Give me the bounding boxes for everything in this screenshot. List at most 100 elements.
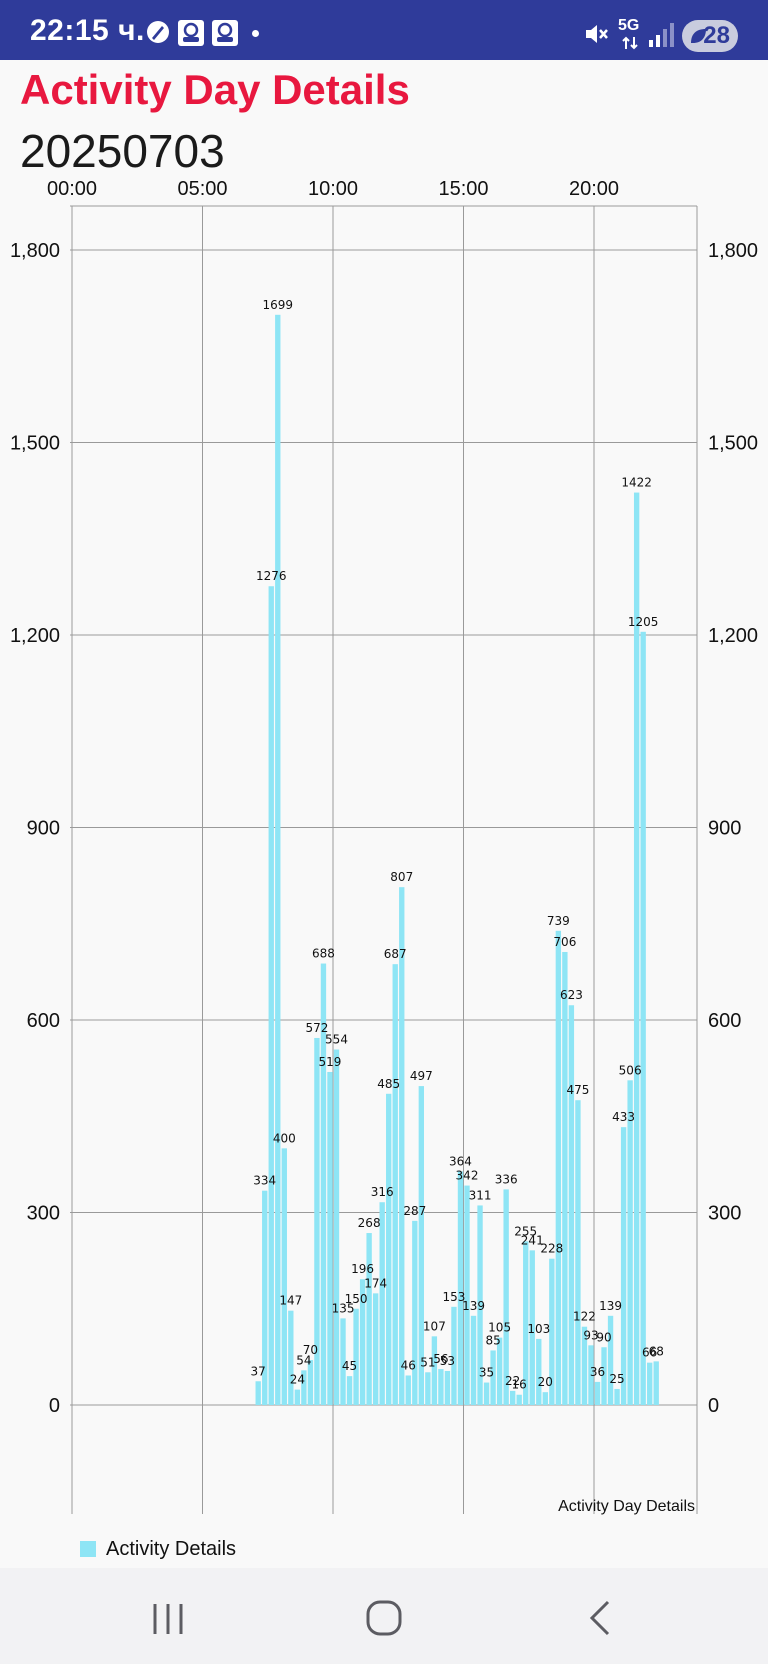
chart-bar — [555, 930, 562, 1405]
chart-bar — [340, 1318, 346, 1405]
recent-apps-button[interactable] — [138, 1588, 198, 1648]
bar-value-label: 103 — [527, 1322, 550, 1336]
chart-bar — [405, 1375, 411, 1405]
chart-bar — [568, 1005, 575, 1405]
y-tick-label-left: 1,200 — [10, 625, 60, 647]
y-tick-label-right: 1,200 — [708, 625, 758, 647]
bar-value-label: 56 — [433, 1352, 448, 1366]
bar-value-label: 485 — [377, 1077, 400, 1091]
chart-bar — [327, 1071, 333, 1405]
bar-value-label: 433 — [612, 1110, 635, 1124]
chart-bar — [627, 1080, 633, 1405]
bar-value-label: 150 — [345, 1292, 368, 1306]
chart-bar — [294, 1389, 301, 1405]
status-bar: 22:15 ч. 5G 28 — [0, 0, 768, 60]
data-arrows-icon — [622, 36, 638, 50]
bar-value-label: 228 — [540, 1242, 563, 1256]
bar-value-label: 16 — [512, 1378, 527, 1392]
chart-bar — [268, 586, 274, 1405]
bar-value-label: 506 — [619, 1063, 642, 1077]
compass-icon — [147, 21, 169, 43]
bar-value-label: 70 — [303, 1343, 318, 1357]
battery-indicator: 28 — [682, 20, 738, 52]
chart-bar — [581, 1326, 588, 1405]
bar-value-label: 37 — [251, 1364, 266, 1378]
chart-bar — [464, 1185, 470, 1405]
navigation-bar — [0, 1568, 768, 1664]
chart-bar — [320, 963, 327, 1405]
y-tick-label-left: 300 — [27, 1203, 60, 1225]
chart-bar — [333, 1049, 340, 1405]
bar-value-label: 51 — [420, 1355, 435, 1369]
chart-bar — [386, 1093, 392, 1405]
back-button[interactable] — [570, 1588, 630, 1648]
bar-value-label: 739 — [547, 914, 570, 928]
activity-date: 20250703 — [20, 125, 225, 177]
bar-value-label: 20 — [538, 1375, 553, 1389]
chart-bar — [262, 1190, 268, 1405]
chart-bar — [431, 1336, 438, 1405]
y-tick-label-right: 900 — [708, 818, 741, 840]
network-type: 5G — [618, 17, 640, 34]
home-button[interactable] — [354, 1588, 414, 1648]
mute-icon — [586, 25, 608, 43]
chart-bar — [346, 1376, 353, 1405]
chart-bar — [353, 1308, 359, 1405]
chart-bar — [562, 951, 568, 1405]
chart-bar — [647, 1362, 653, 1405]
chart-bar — [536, 1338, 542, 1405]
bar-value-label: 36 — [590, 1365, 605, 1379]
back-icon — [589, 1600, 610, 1636]
battery-level: 28 — [703, 22, 730, 49]
bar-value-label: 572 — [305, 1021, 328, 1035]
bar-value-label: 66 — [642, 1346, 657, 1360]
bar-value-label: 336 — [495, 1172, 518, 1186]
chart-bar — [542, 1392, 548, 1405]
bar-value-label: 316 — [371, 1185, 394, 1199]
chart-bar — [255, 1381, 261, 1405]
chart-bars — [255, 314, 659, 1405]
bar-value-label: 400 — [273, 1131, 296, 1145]
y-tick-label-right: 1,800 — [708, 240, 758, 262]
chart-bar — [503, 1189, 509, 1405]
bar-value-label: 706 — [553, 935, 576, 949]
bar-value-label: 53 — [440, 1354, 455, 1368]
notification-dot — [252, 30, 259, 37]
bar-value-label: 122 — [573, 1310, 596, 1324]
bar-value-label: 519 — [319, 1055, 342, 1069]
bar-value-label: 105 — [488, 1321, 511, 1335]
chart-bar — [288, 1310, 294, 1405]
bar-value-label: 196 — [351, 1262, 374, 1276]
chart-bar — [275, 314, 281, 1405]
y-tick-label-left: 1,500 — [10, 433, 60, 455]
bar-value-label: 35 — [479, 1366, 494, 1380]
chart-bar — [425, 1372, 431, 1405]
chart-bar — [444, 1370, 451, 1405]
chart-bar — [359, 1279, 366, 1405]
legend-swatch — [80, 1541, 96, 1557]
bar-value-label: 1205 — [628, 615, 659, 629]
chart-bar — [529, 1250, 535, 1405]
x-tick-label: 00:00 — [47, 178, 97, 200]
battery-saver-icon — [691, 29, 706, 43]
bar-value-label: 22 — [505, 1374, 520, 1388]
bar-value-label: 268 — [358, 1216, 381, 1230]
bar-value-label: 107 — [423, 1319, 446, 1333]
chart-bar — [366, 1233, 372, 1405]
recent-apps-icon — [153, 1604, 183, 1634]
bar-value-label: 1276 — [256, 569, 287, 583]
chart-bar — [392, 964, 398, 1405]
chart-bar — [523, 1241, 529, 1405]
y-tick-label-right: 0 — [708, 1395, 719, 1417]
chart-bar — [307, 1360, 314, 1405]
bar-value-label: 147 — [279, 1294, 302, 1308]
chart-bar — [575, 1100, 581, 1405]
chart-bar — [470, 1315, 477, 1405]
y-tick-label-left: 600 — [27, 1010, 60, 1032]
bar-value-label: 342 — [456, 1169, 479, 1183]
chart-bar — [607, 1315, 614, 1405]
user-badge-icon — [178, 20, 204, 46]
bar-value-label: 807 — [390, 870, 413, 884]
bar-value-label: 475 — [566, 1083, 589, 1097]
